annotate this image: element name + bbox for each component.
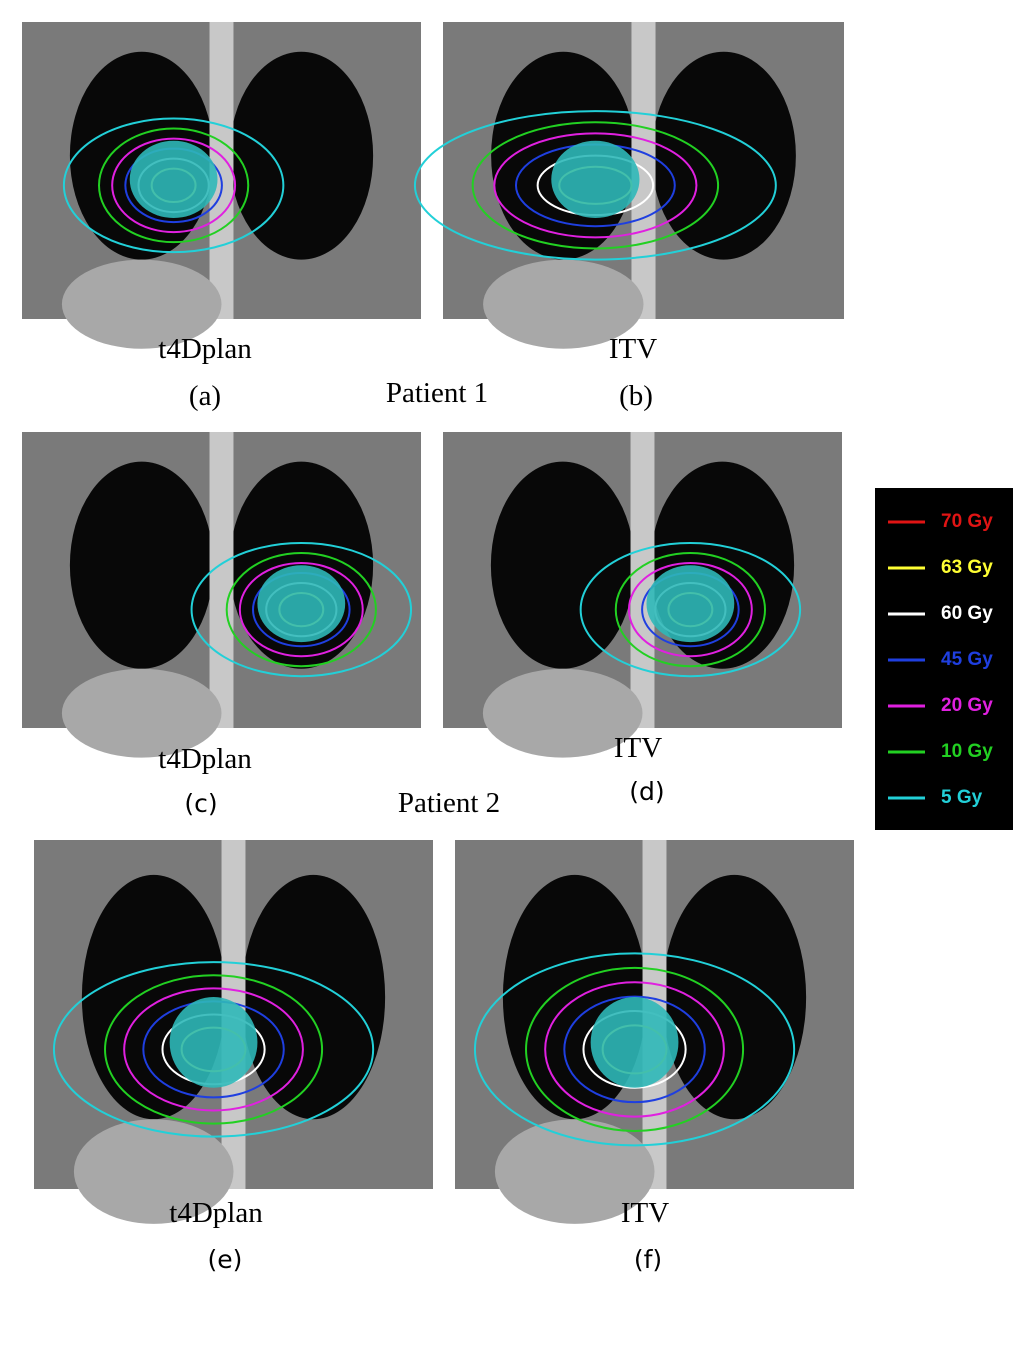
- panel-label: (a): [189, 380, 221, 412]
- panel-caption: t4Dplan: [158, 743, 252, 775]
- tumor: [169, 997, 258, 1088]
- dose-contour: [413, 110, 777, 261]
- legend-label: 70 Gy: [941, 511, 993, 532]
- panel-caption: ITV: [621, 1197, 669, 1229]
- lung: [69, 461, 214, 669]
- dose-contour: [471, 121, 720, 250]
- legend-label: 45 Gy: [941, 649, 993, 670]
- legend-label: 20 Gy: [941, 695, 993, 716]
- dose-contour: [190, 542, 413, 678]
- tumor: [129, 140, 218, 219]
- dose-contour: [111, 137, 237, 234]
- tumor: [551, 140, 640, 219]
- patient-label: Patient 1: [386, 377, 488, 409]
- dose-contour: [525, 966, 745, 1132]
- organ: [61, 668, 222, 758]
- dose-contour: [493, 132, 698, 239]
- dose-contour: [98, 127, 250, 244]
- lung: [651, 51, 796, 260]
- dose-contour: [225, 551, 377, 668]
- dose-contour: [614, 551, 766, 668]
- ct-panel: [22, 432, 421, 758]
- lung: [241, 874, 386, 1120]
- dose-contour: [62, 117, 285, 254]
- dose-contour: [104, 974, 324, 1125]
- dose-contour: [123, 987, 304, 1112]
- tumor: [590, 997, 679, 1088]
- organ: [483, 259, 644, 349]
- panel-label: (d): [629, 777, 664, 806]
- panel-label: (c): [184, 789, 217, 818]
- dose-contour: [544, 981, 725, 1118]
- panel-label: (e): [208, 1245, 243, 1274]
- organ: [73, 1119, 234, 1224]
- dose-contour: [238, 561, 364, 658]
- ct-panel: [413, 22, 844, 349]
- patient-label: Patient 2: [398, 787, 500, 819]
- panel-caption: ITV: [614, 732, 662, 764]
- dose-contour: [579, 542, 802, 678]
- panel-label: (b): [619, 380, 653, 412]
- organ: [482, 668, 643, 758]
- ct-panel: [443, 432, 842, 758]
- dose-contour: [627, 561, 753, 658]
- lung: [490, 461, 635, 669]
- legend-label: 10 Gy: [941, 741, 993, 762]
- dose-contour: [473, 952, 796, 1147]
- tumor: [257, 565, 346, 643]
- tumor: [646, 565, 735, 643]
- legend-label: 5 Gy: [941, 787, 983, 808]
- lung: [229, 51, 374, 260]
- legend-label: 60 Gy: [941, 603, 993, 624]
- ct-panel: [34, 840, 433, 1224]
- dose-contour: [563, 995, 706, 1104]
- panel-label: (f): [634, 1245, 662, 1274]
- ct-panel: [22, 22, 421, 349]
- spine: [209, 432, 234, 728]
- dose-contour: [52, 961, 375, 1138]
- organ: [61, 259, 222, 349]
- panel-caption: t4Dplan: [169, 1197, 263, 1229]
- legend-label: 63 Gy: [941, 557, 993, 578]
- panel-caption: t4Dplan: [158, 333, 252, 365]
- lung: [662, 874, 807, 1120]
- ct-panel: [455, 840, 854, 1224]
- panel-caption: ITV: [609, 333, 657, 365]
